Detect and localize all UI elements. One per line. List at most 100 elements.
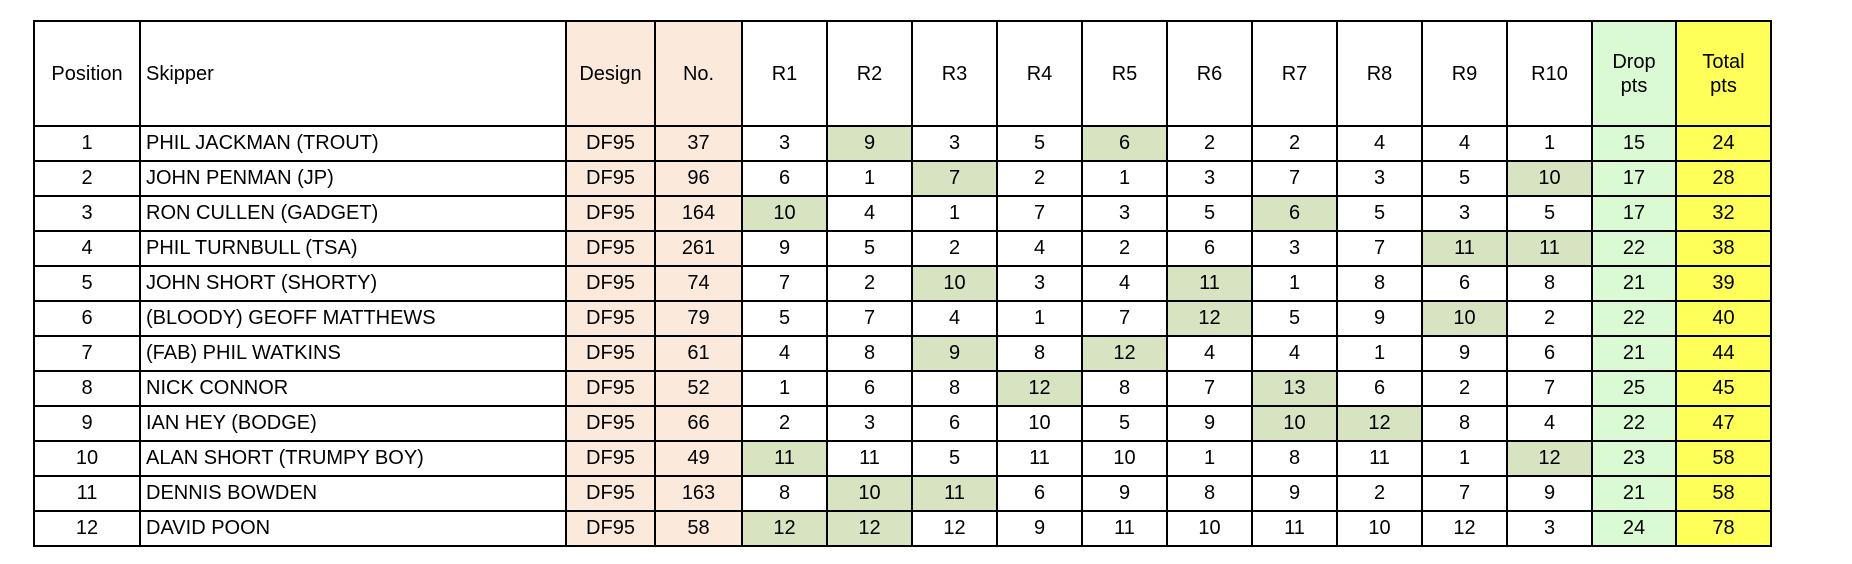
race-cell-dropped: 13 [1251,370,1338,407]
race-cell: 7 [996,195,1083,232]
header-total-pts: Total pts [1675,20,1772,127]
skipper-cell: DAVID POON [139,510,567,547]
race-cell: 7 [1081,300,1168,337]
header-skipper: Skipper [139,20,567,127]
header-race-2: R2 [826,20,913,127]
sail-number-cell: 49 [654,440,743,477]
drop-pts-cell: 15 [1591,125,1677,162]
design-cell: DF95 [565,160,656,197]
race-cell: 9 [996,510,1083,547]
race-cell: 6 [1166,230,1253,267]
design-cell: DF95 [565,125,656,162]
race-cell: 2 [1166,125,1253,162]
race-cell: 1 [826,160,913,197]
race-cell: 4 [911,300,998,337]
sail-number-cell: 163 [654,475,743,512]
race-cell: 6 [1336,370,1423,407]
total-pts-cell: 40 [1675,300,1772,337]
total-pts-cell: 47 [1675,405,1772,442]
race-cell-dropped: 12 [996,370,1083,407]
race-cell: 4 [1421,125,1508,162]
position-cell: 7 [33,335,141,372]
race-cell: 1 [1081,160,1168,197]
sail-number-cell: 61 [654,335,743,372]
total-pts-cell: 78 [1675,510,1772,547]
header-number: No. [654,20,743,127]
sail-number-cell: 164 [654,195,743,232]
skipper-cell: JOHN PENMAN (JP) [139,160,567,197]
table-row: 4 PHIL TURNBULL (TSA) DF95 261 9 5 2 4 2 6 3 7 11 11 2… [33,230,1772,267]
race-cell: 5 [826,230,913,267]
skipper-cell: RON CULLEN (GADGET) [139,195,567,232]
race-cell: 5 [1421,160,1508,197]
race-cell: 3 [996,265,1083,302]
race-cell-dropped: 11 [1421,230,1508,267]
skipper-cell: PHIL JACKMAN (TROUT) [139,125,567,162]
race-cell: 4 [1506,405,1593,442]
race-cell: 1 [996,300,1083,337]
race-cell: 5 [1166,195,1253,232]
race-cell: 1 [1166,440,1253,477]
race-cell: 7 [1166,370,1253,407]
race-cell: 10 [1081,440,1168,477]
race-cell: 6 [741,160,828,197]
race-cell: 2 [1506,300,1593,337]
race-cell: 9 [1421,335,1508,372]
race-cell: 5 [996,125,1083,162]
race-cell: 7 [1251,160,1338,197]
race-cell: 3 [741,125,828,162]
race-cell: 4 [1336,125,1423,162]
race-cell: 1 [911,195,998,232]
race-cell: 1 [1506,125,1593,162]
skipper-cell: (FAB) PHIL WATKINS [139,335,567,372]
table-row: 3 RON CULLEN (GADGET) DF95 164 10 4 1 7 3 5 6 5 3 5 17… [33,195,1772,232]
design-cell: DF95 [565,300,656,337]
skipper-cell: JOHN SHORT (SHORTY) [139,265,567,302]
race-cell: 12 [911,510,998,547]
race-cell: 8 [1081,370,1168,407]
race-cell: 9 [1251,475,1338,512]
header-race-5: R5 [1081,20,1168,127]
header-total-line2: pts [1710,74,1737,97]
position-cell: 5 [33,265,141,302]
race-cell: 8 [911,370,998,407]
table-row: 6 (BLOODY) GEOFF MATTHEWS DF95 79 5 7 4 1 7 12 5 9 1… [33,300,1772,337]
position-cell: 12 [33,510,141,547]
sail-number-cell: 74 [654,265,743,302]
header-race-10: R10 [1506,20,1593,127]
design-cell: DF95 [565,335,656,372]
race-cell: 5 [741,300,828,337]
race-cell-dropped: 10 [1506,160,1593,197]
header-design: Design [565,20,656,127]
table-row: 11 DENNIS BOWDEN DF95 163 8 10 11 6 9 8 9 2 7 9 21 58 [33,475,1772,512]
race-cell: 8 [741,475,828,512]
race-cell: 2 [911,230,998,267]
race-cell: 4 [741,335,828,372]
race-cell: 7 [826,300,913,337]
drop-pts-cell: 25 [1591,370,1677,407]
design-cell: DF95 [565,440,656,477]
drop-pts-cell: 21 [1591,475,1677,512]
skipper-cell: ALAN SHORT (TRUMPY BOY) [139,440,567,477]
drop-pts-cell: 17 [1591,160,1677,197]
total-pts-cell: 58 [1675,440,1772,477]
design-cell: DF95 [565,370,656,407]
race-cell: 8 [826,335,913,372]
table-row: 1 PHIL JACKMAN (TROUT) DF95 37 3 9 3 5 6 2 2 4 4 1 15 2… [33,125,1772,162]
table-row: 8 NICK CONNOR DF95 52 1 6 8 12 8 7 13 6 2 7 25 45 [33,370,1772,407]
race-cell: 8 [1421,405,1508,442]
table-row: 2 JOHN PENMAN (JP) DF95 96 6 1 7 2 1 3 7 3 5 10 17 28 [33,160,1772,197]
drop-pts-cell: 21 [1591,265,1677,302]
table-row: 5 JOHN SHORT (SHORTY) DF95 74 7 2 10 3 4 11 1 8 6 8 21… [33,265,1772,302]
race-cell: 5 [1336,195,1423,232]
position-cell: 10 [33,440,141,477]
race-cell: 2 [741,405,828,442]
header-race-7: R7 [1251,20,1338,127]
race-cell: 9 [1081,475,1168,512]
skipper-cell: IAN HEY (BODGE) [139,405,567,442]
race-cell: 5 [1251,300,1338,337]
race-cell: 10 [1166,510,1253,547]
design-cell: DF95 [565,195,656,232]
drop-pts-cell: 17 [1591,195,1677,232]
race-cell-dropped: 12 [1081,335,1168,372]
